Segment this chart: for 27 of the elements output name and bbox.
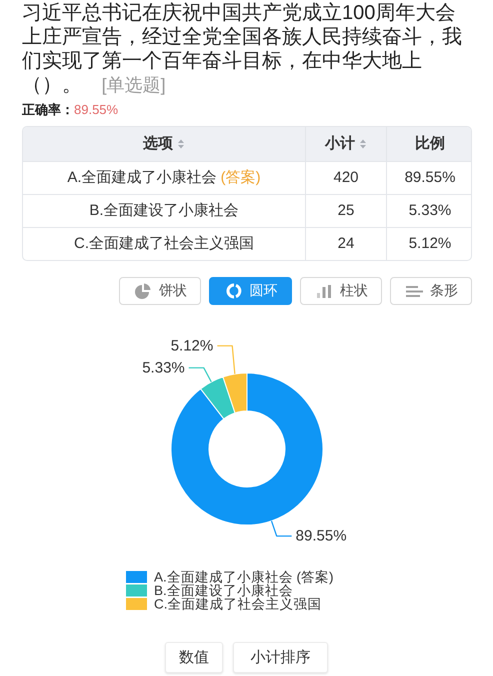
text: 89.55% [74, 102, 118, 117]
button: 圆环 [209, 277, 292, 305]
text: 25 [338, 202, 354, 219]
legend-label: C.全面建成了社会主义强国 [154, 596, 322, 612]
text: 420 [333, 169, 359, 186]
button: 条形 [390, 277, 472, 305]
category-label: A.全面建成了小康社会 (答案) [67, 169, 261, 186]
button: 饼状 [119, 277, 201, 305]
button: 柱状 [300, 277, 382, 305]
category-label: C.全面建成了社会主义强国 [74, 235, 254, 252]
category-label: B.全面建设了小康社会 [89, 202, 239, 219]
chart-title: 习近平总书记在庆祝中国共产党成立100周年大会上庄严宣告，经过全党全国各族人民持续奋斗，我们实现了第一个百年奋斗目标，在中华大地上（）。 [单选题] [22, 2, 462, 96]
data-label: 5.12% [170, 337, 214, 354]
table-header-cell: 小计 [306, 127, 386, 161]
text: 89.55% [404, 169, 456, 186]
data-label: 89.55% [296, 528, 347, 545]
data-label: 5.33% [142, 359, 185, 376]
text: 正确率： [22, 102, 74, 117]
button: 数值 [165, 642, 223, 673]
legend-label: A.全面建成了小康社会 (答案) [154, 570, 334, 584]
table-header-cell: 比例 [386, 127, 471, 161]
button: 小计排序 [233, 642, 328, 673]
text: 5.33% [408, 202, 452, 219]
table-header-cell: 选项 [23, 127, 306, 161]
text: 24 [338, 235, 354, 252]
text: 5.12% [408, 235, 452, 252]
legend-label: B.全面建设了小康社会 [154, 583, 293, 598]
